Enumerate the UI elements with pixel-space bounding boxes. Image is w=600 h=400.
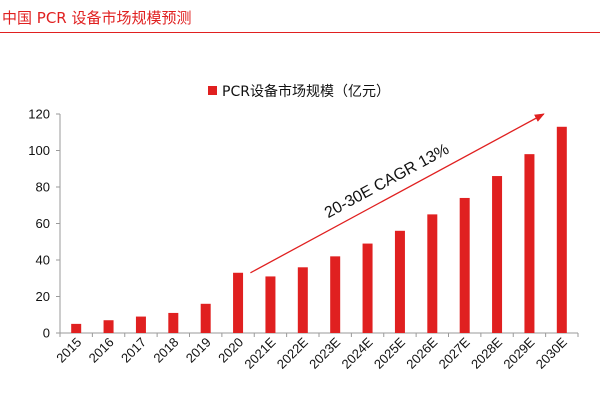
x-tick-label: 2028E [468,334,505,371]
x-tick-label: 2023E [306,334,343,371]
x-tick-label: 2021E [241,334,278,371]
x-tick-label: 2022E [274,334,311,371]
bar-2023E [330,256,341,333]
bar-2019 [200,303,211,333]
y-tick-label: 40 [36,253,50,268]
y-tick-label: 120 [28,107,50,122]
x-tick-label: 2015 [53,335,84,366]
cagr-annotation: 20-30E CAGR 13% [322,141,452,222]
bar-2028E [492,176,503,333]
x-tick-label: 2026E [403,334,440,371]
bar-2024E [362,243,373,333]
x-tick-label: 2019 [183,335,214,366]
page-title: 中国 PCR 设备市场规模预测 [2,9,192,27]
x-tick-label: 2029E [500,334,537,371]
x-tick-label: 2027E [436,334,473,371]
y-tick-label: 100 [28,143,50,158]
bar-2022E [297,267,308,333]
y-tick-label: 20 [36,289,50,304]
title-rule [0,32,600,33]
bar-2016 [103,320,114,333]
x-tick-label: 2017 [118,335,149,366]
bar-2018 [168,312,179,333]
y-tick-label: 80 [36,180,50,195]
bar-2027E [459,197,470,333]
legend-swatch [208,86,217,95]
bar-2020 [233,272,244,333]
bar-2015 [71,323,82,334]
x-tick-label: 2030E [533,334,570,371]
cagr-arrow [250,113,545,274]
x-tick-label: 2018 [150,335,181,366]
bar-2029E [524,154,535,333]
bar-2025E [394,230,405,333]
y-tick-label: 0 [43,326,50,341]
bar-2030E [556,126,567,333]
x-tick-label: 2024E [338,334,375,371]
x-tick-label: 2016 [86,335,117,366]
bar-2026E [427,214,438,334]
bar-2017 [135,316,146,333]
x-tick-label: 2025E [371,334,408,371]
bar-2021E [265,276,276,333]
y-tick-label: 60 [36,216,50,231]
legend-label: PCR设备市场规模（亿元） [222,83,390,100]
